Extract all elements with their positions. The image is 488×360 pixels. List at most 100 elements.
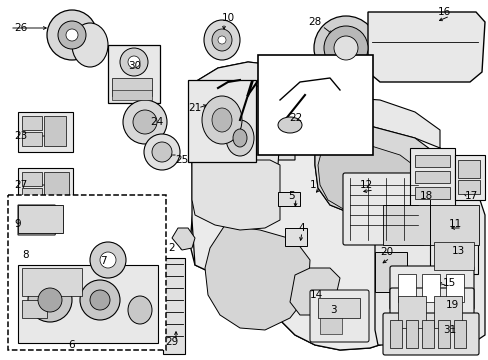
Text: 10: 10 xyxy=(222,13,235,23)
Bar xyxy=(44,172,69,202)
Text: 4: 4 xyxy=(297,223,304,233)
Bar xyxy=(397,274,415,302)
Polygon shape xyxy=(18,205,62,235)
Bar xyxy=(414,171,449,183)
Bar xyxy=(18,168,73,206)
Text: 14: 14 xyxy=(309,290,323,300)
Bar xyxy=(319,318,341,334)
Text: 5: 5 xyxy=(287,191,294,201)
Bar xyxy=(421,274,439,302)
FancyBboxPatch shape xyxy=(309,290,368,342)
Text: 11: 11 xyxy=(448,219,461,229)
Text: 21: 21 xyxy=(187,103,201,113)
Polygon shape xyxy=(374,200,484,345)
Bar xyxy=(327,68,367,106)
Bar xyxy=(433,242,473,270)
Ellipse shape xyxy=(47,10,97,60)
Bar xyxy=(18,112,73,152)
Ellipse shape xyxy=(38,288,62,312)
Ellipse shape xyxy=(128,296,152,324)
Ellipse shape xyxy=(218,36,225,44)
Bar xyxy=(445,274,463,302)
Bar xyxy=(457,160,479,178)
Polygon shape xyxy=(192,100,434,350)
Bar xyxy=(454,155,484,200)
Bar xyxy=(22,116,42,130)
Ellipse shape xyxy=(66,29,78,41)
Bar xyxy=(405,320,417,348)
FancyBboxPatch shape xyxy=(342,173,424,245)
Polygon shape xyxy=(314,120,437,218)
Polygon shape xyxy=(289,268,339,315)
Bar xyxy=(22,172,42,186)
Ellipse shape xyxy=(212,29,231,51)
Bar xyxy=(389,320,401,348)
Polygon shape xyxy=(317,138,419,213)
FancyBboxPatch shape xyxy=(382,313,478,355)
Ellipse shape xyxy=(128,56,140,68)
Polygon shape xyxy=(195,100,294,160)
Bar xyxy=(18,205,63,233)
Ellipse shape xyxy=(72,23,108,67)
FancyBboxPatch shape xyxy=(389,266,473,310)
Bar xyxy=(317,298,359,318)
Ellipse shape xyxy=(90,290,110,310)
Bar xyxy=(278,192,299,206)
Text: 7: 7 xyxy=(100,256,106,266)
Ellipse shape xyxy=(143,134,180,170)
Bar xyxy=(414,155,449,167)
Text: 13: 13 xyxy=(451,246,464,256)
Text: 23: 23 xyxy=(14,131,27,141)
Text: 3: 3 xyxy=(329,305,336,315)
Ellipse shape xyxy=(324,26,367,70)
Ellipse shape xyxy=(278,117,302,133)
Ellipse shape xyxy=(232,129,246,147)
Text: 27: 27 xyxy=(14,180,27,190)
Bar xyxy=(421,320,433,348)
Text: 22: 22 xyxy=(289,113,302,123)
Ellipse shape xyxy=(120,48,148,76)
Text: 2: 2 xyxy=(168,243,174,253)
Text: 6: 6 xyxy=(68,340,75,350)
Ellipse shape xyxy=(212,108,231,132)
Text: 24: 24 xyxy=(150,117,163,127)
Text: 25: 25 xyxy=(175,155,188,165)
Text: 28: 28 xyxy=(307,17,321,27)
Ellipse shape xyxy=(28,278,72,322)
Bar xyxy=(453,320,465,348)
Bar xyxy=(18,265,158,343)
Bar xyxy=(22,268,82,296)
Bar xyxy=(414,187,449,199)
Text: 19: 19 xyxy=(445,300,458,310)
Bar xyxy=(8,195,165,350)
Polygon shape xyxy=(367,12,484,82)
Polygon shape xyxy=(195,82,280,195)
Text: 15: 15 xyxy=(442,278,455,288)
Bar xyxy=(258,55,372,155)
Bar xyxy=(285,228,306,246)
Bar xyxy=(22,132,42,146)
Bar xyxy=(112,90,152,100)
Bar xyxy=(112,78,152,96)
Polygon shape xyxy=(195,62,439,148)
Text: 1: 1 xyxy=(309,180,316,190)
Polygon shape xyxy=(204,225,309,330)
Bar xyxy=(22,188,42,202)
Bar xyxy=(433,296,461,328)
Text: 8: 8 xyxy=(22,250,29,260)
Ellipse shape xyxy=(202,96,242,144)
Polygon shape xyxy=(190,62,444,350)
Bar xyxy=(457,180,479,194)
Ellipse shape xyxy=(80,280,120,320)
Text: 29: 29 xyxy=(165,337,178,347)
Text: 31: 31 xyxy=(442,325,455,335)
Text: 26: 26 xyxy=(14,23,27,33)
Text: 20: 20 xyxy=(379,247,392,257)
FancyBboxPatch shape xyxy=(389,288,473,337)
Bar xyxy=(163,258,184,354)
Ellipse shape xyxy=(100,252,116,268)
Polygon shape xyxy=(192,160,280,230)
Ellipse shape xyxy=(58,21,86,49)
Bar xyxy=(22,300,47,318)
Text: 30: 30 xyxy=(128,61,141,71)
